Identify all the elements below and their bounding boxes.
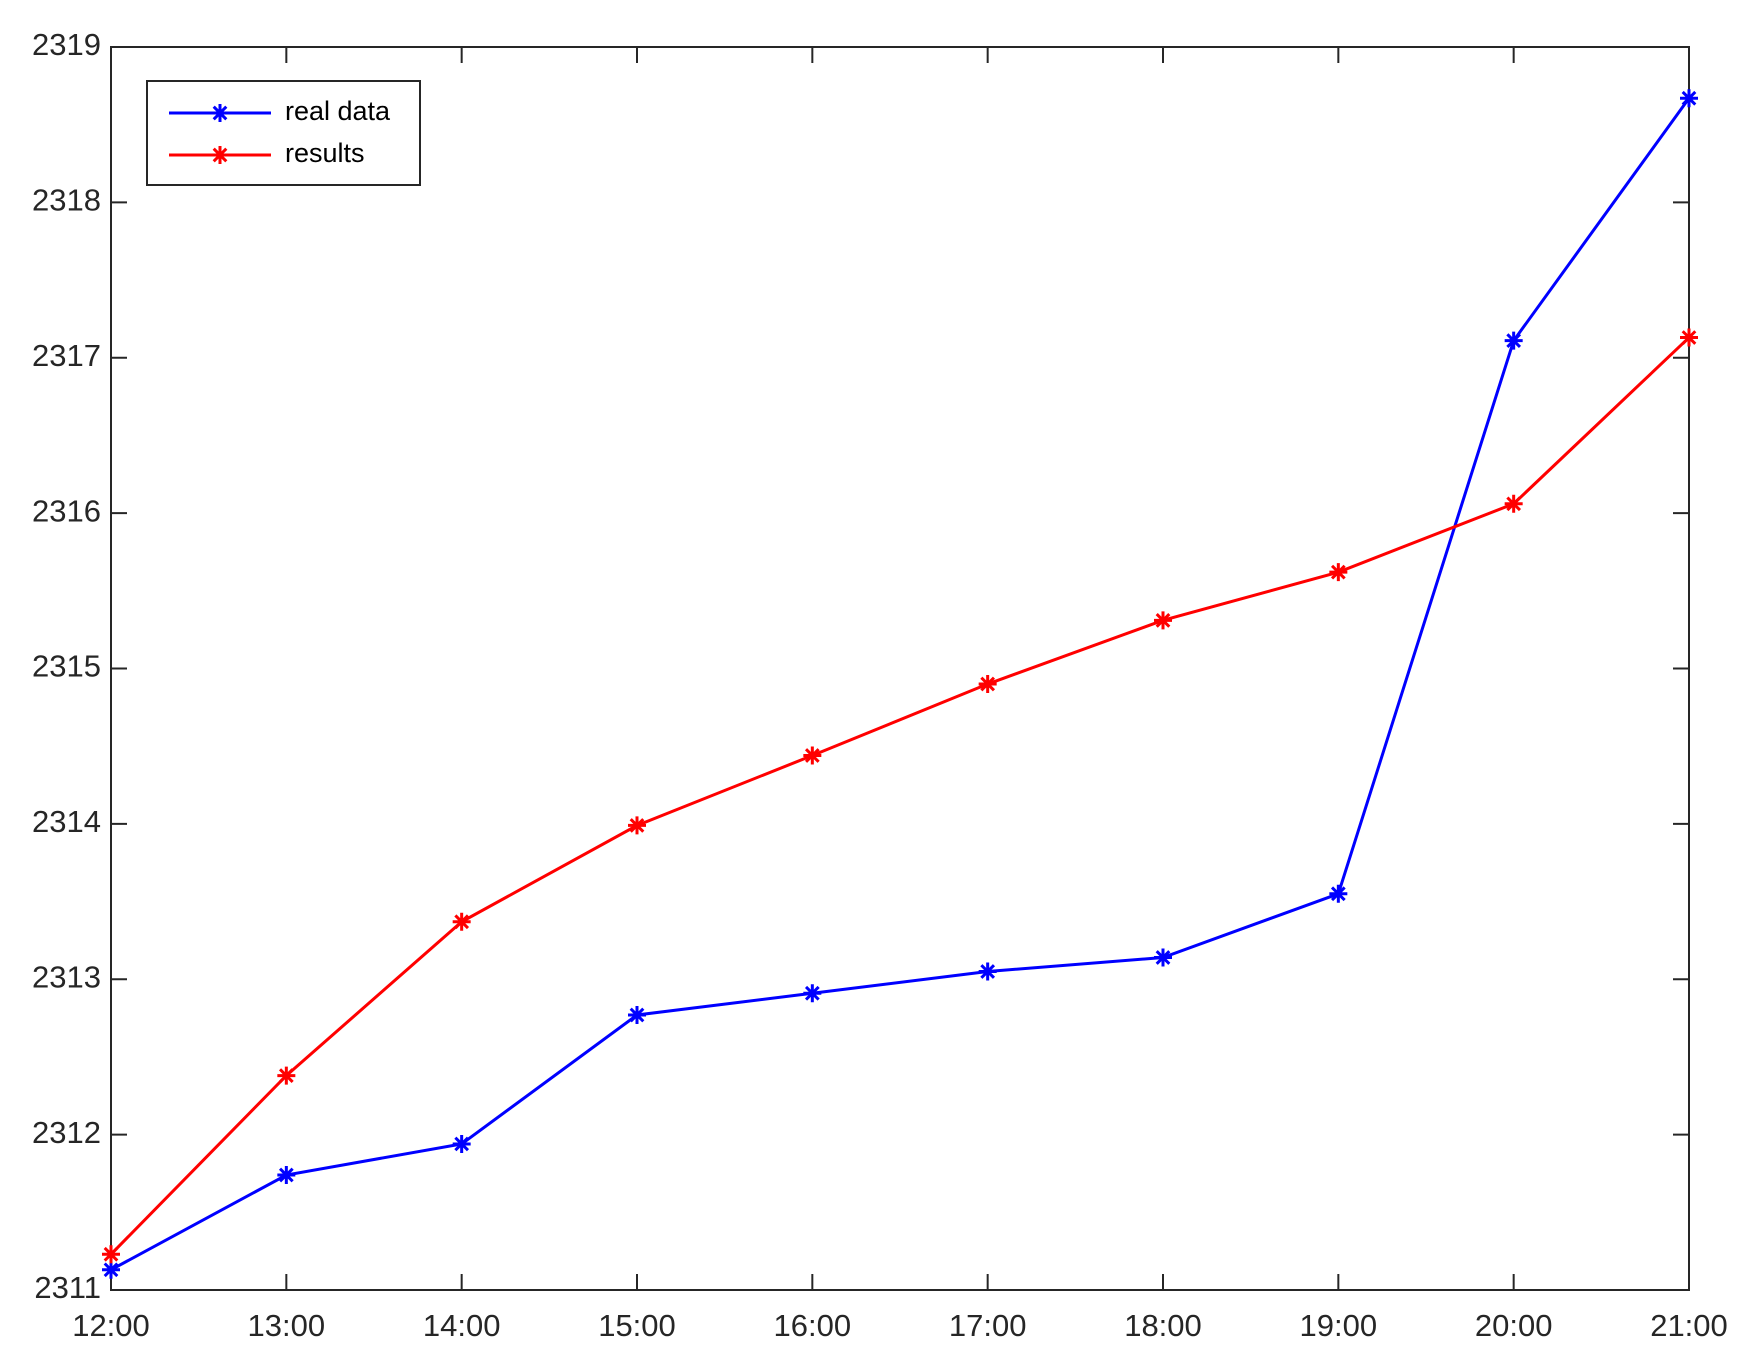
x-tick-label: 13:00 xyxy=(248,1308,326,1343)
marker xyxy=(452,1134,471,1153)
y-tick-label: 2313 xyxy=(32,959,101,994)
x-tick-label: 17:00 xyxy=(949,1308,1027,1343)
legend-label: real data xyxy=(285,96,391,126)
legend-marker xyxy=(211,146,229,164)
marker xyxy=(628,816,646,835)
marker xyxy=(1504,331,1523,350)
marker xyxy=(277,1066,296,1085)
legend-label: results xyxy=(285,138,365,168)
marker xyxy=(1329,563,1348,582)
marker xyxy=(1154,948,1172,967)
marker xyxy=(978,675,997,694)
x-tick-label: 15:00 xyxy=(598,1308,676,1343)
marker xyxy=(628,1005,646,1024)
marker xyxy=(1329,884,1348,903)
marker xyxy=(1680,328,1698,347)
series-line xyxy=(110,97,1691,1272)
marker xyxy=(803,984,822,1003)
marker xyxy=(1504,494,1523,513)
marker xyxy=(1680,89,1698,108)
y-tick-label: 2317 xyxy=(32,338,101,373)
series-line xyxy=(109,336,1691,1256)
y-tick-label: 2312 xyxy=(32,1115,101,1150)
x-tick-label: 21:00 xyxy=(1650,1308,1728,1343)
plot-frame xyxy=(110,46,1690,1291)
y-tick-label: 2316 xyxy=(32,493,101,528)
x-tick-label: 19:00 xyxy=(1300,1308,1378,1343)
x-tick-label: 18:00 xyxy=(1124,1308,1202,1343)
legend-marker xyxy=(211,104,229,122)
legend: real data results xyxy=(146,80,421,186)
marker xyxy=(102,1245,120,1264)
legend-box xyxy=(146,80,421,186)
y-tick-label: 2318 xyxy=(32,183,101,218)
x-tick-label: 14:00 xyxy=(423,1308,501,1343)
x-tick-label: 20:00 xyxy=(1475,1308,1553,1343)
y-tick-label: 2315 xyxy=(32,649,101,684)
marker xyxy=(452,912,471,931)
marker xyxy=(102,1260,120,1279)
marker xyxy=(1154,611,1172,630)
marker xyxy=(978,962,997,981)
y-tick-label: 2314 xyxy=(32,804,101,839)
x-tick-label: 12:00 xyxy=(72,1308,150,1343)
y-tick-label: 2311 xyxy=(34,1270,101,1305)
marker xyxy=(277,1166,296,1185)
x-tick-label: 16:00 xyxy=(774,1308,852,1343)
y-tick-label: 2319 xyxy=(32,27,101,62)
marker xyxy=(803,746,822,765)
